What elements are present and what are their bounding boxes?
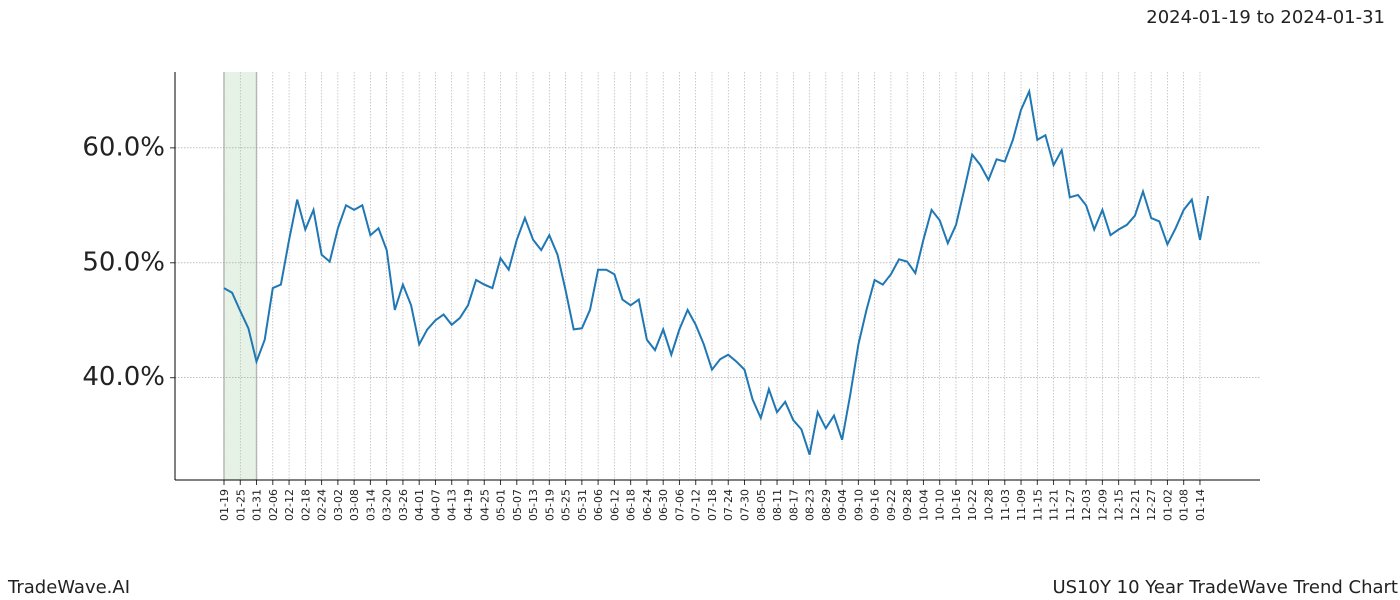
x-tick-label: 09-28 — [901, 489, 914, 521]
x-tick-label: 06-18 — [625, 489, 638, 521]
x-tick-label: 03-26 — [397, 489, 410, 521]
x-tick-label: 10-04 — [917, 489, 930, 521]
x-tick-label: 11-03 — [999, 489, 1012, 521]
x-tick-label: 04-13 — [446, 489, 459, 521]
x-tick-label: 07-24 — [722, 489, 735, 521]
x-tick-label: 09-10 — [852, 489, 865, 521]
x-tick-label: 06-12 — [608, 489, 621, 521]
x-tick-label: 10-22 — [966, 489, 979, 521]
x-tick-label: 01-02 — [1161, 489, 1174, 521]
x-tick-label: 10-10 — [934, 489, 947, 521]
x-tick-label: 03-02 — [332, 489, 345, 521]
x-tick-label: 08-11 — [771, 489, 784, 521]
brand: TradeWave.AI — [7, 577, 130, 598]
x-tick-label: 08-23 — [804, 489, 817, 521]
x-tick-label: 02-06 — [267, 489, 280, 521]
x-tick-label: 02-12 — [283, 489, 296, 521]
x-tick-label: 11-21 — [1048, 489, 1061, 521]
y-tick-label: 40.0% — [82, 362, 165, 392]
x-tick-label: 01-08 — [1178, 489, 1191, 521]
x-tick-label: 12-03 — [1080, 489, 1093, 521]
x-tick-label: 08-05 — [755, 489, 768, 521]
x-tick-label: 02-24 — [316, 489, 329, 521]
x-tick-label: 11-27 — [1064, 489, 1077, 521]
x-tick-label: 04-07 — [429, 489, 442, 521]
x-tick-label: 12-09 — [1096, 489, 1109, 521]
x-tick-label: 04-25 — [478, 489, 491, 521]
x-tick-label: 05-01 — [495, 489, 508, 521]
x-tick-label: 09-16 — [869, 489, 882, 521]
x-tick-label: 05-19 — [543, 489, 556, 521]
x-tick-label: 01-25 — [234, 489, 247, 521]
x-tick-label: 03-20 — [381, 489, 394, 521]
x-tick-label: 01-31 — [251, 489, 264, 521]
x-tick-label: 11-09 — [1015, 489, 1028, 521]
x-tick-label: 06-24 — [641, 489, 654, 521]
date-range: 2024-01-19 to 2024-01-31 — [1146, 7, 1385, 28]
x-tick-label: 12-27 — [1145, 489, 1158, 521]
x-tick-label: 05-25 — [560, 489, 573, 521]
x-tick-label: 10-16 — [950, 489, 963, 521]
x-tick-label: 07-18 — [706, 489, 719, 521]
x-tick-label: 11-15 — [1031, 489, 1044, 521]
x-tick-label: 03-08 — [348, 489, 361, 521]
x-tick-label: 08-29 — [820, 489, 833, 521]
x-tick-label: 04-01 — [413, 489, 426, 521]
x-tick-label: 07-06 — [673, 489, 686, 521]
x-tick-label: 02-18 — [299, 489, 312, 521]
x-tick-label: 05-13 — [527, 489, 540, 521]
trend-line — [223, 88, 1210, 456]
x-tick-label: 05-07 — [511, 489, 524, 521]
x-tick-label: 12-21 — [1129, 489, 1142, 521]
x-tick-label: 08-17 — [787, 489, 800, 521]
chart-title: US10Y 10 Year TradeWave Trend Chart — [1052, 577, 1398, 598]
x-tick-label: 07-30 — [739, 489, 752, 521]
x-tick-label: 06-30 — [657, 489, 670, 521]
x-tick-label: 06-06 — [592, 489, 605, 521]
x-tick-label: 07-12 — [690, 489, 703, 521]
y-tick-label: 50.0% — [82, 247, 165, 277]
x-tick-label: 01-14 — [1194, 489, 1207, 521]
x-tick-label: 05-31 — [576, 489, 589, 521]
x-tick-label: 03-14 — [364, 489, 377, 521]
x-tick-label: 12-15 — [1113, 489, 1126, 521]
x-tick-label: 10-28 — [983, 489, 996, 521]
x-tick-label: 04-19 — [462, 489, 475, 521]
y-tick-label: 60.0% — [82, 132, 165, 162]
x-tick-label: 01-19 — [218, 489, 231, 521]
x-tick-label: 09-04 — [836, 489, 849, 521]
x-tick-label: 09-22 — [885, 489, 898, 521]
